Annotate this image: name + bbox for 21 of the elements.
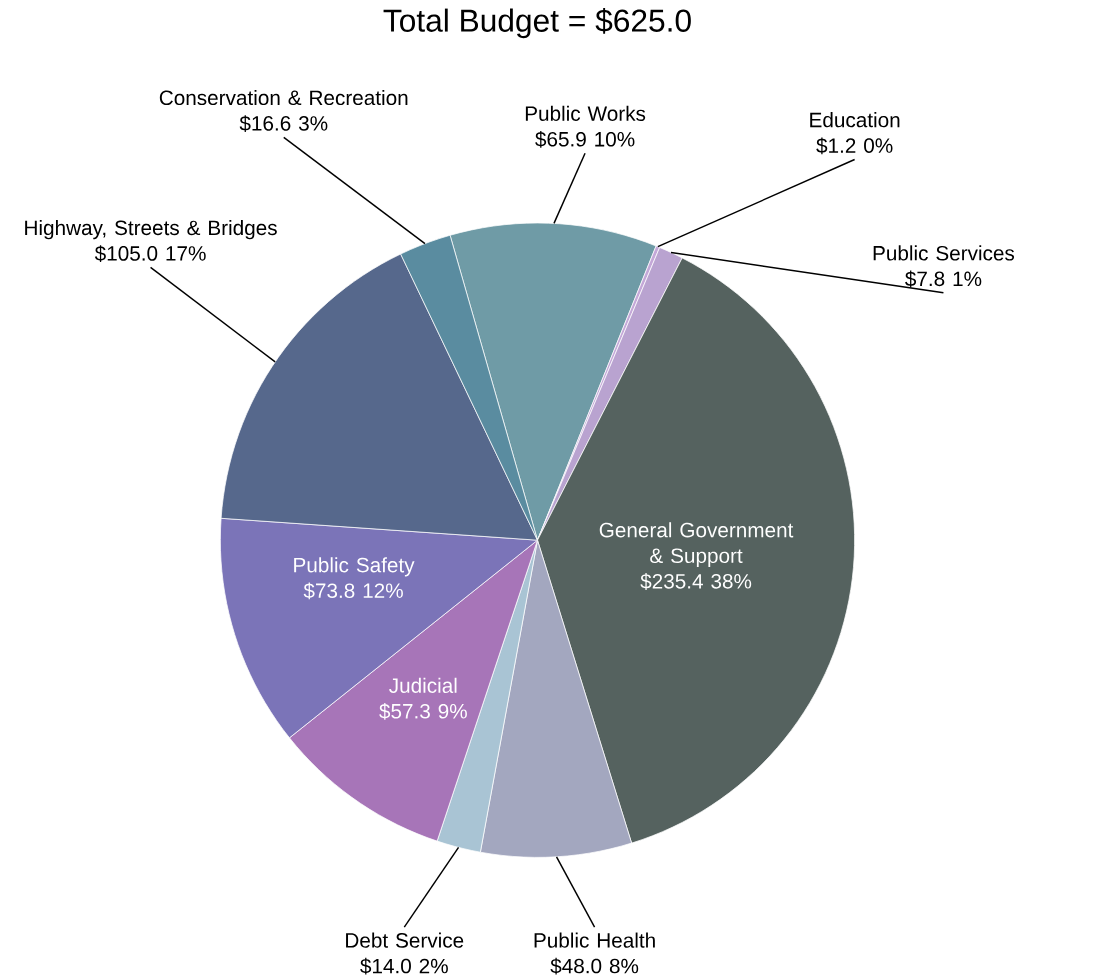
data-label: $1.2 0% xyxy=(816,137,893,154)
data-label: $65.9 10% xyxy=(535,130,635,148)
slice-label: Public Safety xyxy=(294,556,415,577)
slice-label: Public Health xyxy=(534,932,655,948)
data-label: $105.0 17% xyxy=(94,245,206,262)
chart-title: Total Budget = $625.0 xyxy=(383,7,691,38)
data-label: $7.8 1% xyxy=(905,270,982,288)
slice-label: Conservation & Recreation xyxy=(159,89,408,105)
slice-label: General Government & Support xyxy=(599,521,794,567)
slice-label: Highway, Streets & Bridges xyxy=(25,219,277,240)
slice-label: Education xyxy=(810,111,900,128)
data-label: $235.4 38% xyxy=(640,572,752,590)
data-label: $48.0 8% xyxy=(550,957,639,975)
slice-label: Public Services xyxy=(873,245,1015,261)
data-label: $57.3 9% xyxy=(379,702,467,720)
slice-label: Public Works xyxy=(525,105,646,121)
data-label: $14.0 2% xyxy=(360,957,448,975)
data-label: $16.6 3% xyxy=(239,114,328,132)
slice-label: Judicial xyxy=(389,677,457,693)
slice-label: Debt Service xyxy=(346,932,464,948)
data-label: $73.8 12% xyxy=(303,582,403,600)
